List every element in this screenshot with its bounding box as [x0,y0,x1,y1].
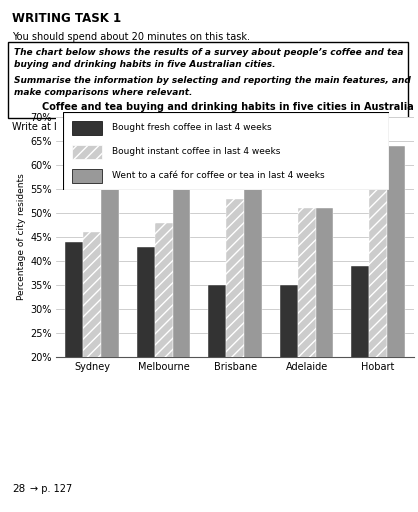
Bar [387,146,405,453]
Bar [72,145,102,159]
Text: Bought instant coffee in last 4 weeks: Bought instant coffee in last 4 weeks [112,147,280,156]
Text: Coffee and tea buying and drinking habits in five cities in Australia: Coffee and tea buying and drinking habit… [42,102,414,112]
Bar [101,156,119,453]
Bar [316,208,334,453]
Text: Went to a café for coffee or tea in last 4 weeks: Went to a café for coffee or tea in last… [112,172,324,180]
Bar [244,184,262,453]
Text: buying and drinking habits in five Australian cities.: buying and drinking habits in five Austr… [14,60,275,69]
Text: Summarise the information by selecting and reporting the main features, and: Summarise the information by selecting a… [14,76,411,85]
Bar [137,247,155,453]
Text: → p. 127: → p. 127 [30,484,72,494]
Bar [8,42,408,118]
Bar [369,189,387,453]
Text: Bought fresh coffee in last 4 weeks: Bought fresh coffee in last 4 weeks [112,123,271,132]
Bar [351,266,369,453]
Bar [83,232,101,453]
Text: Write at least 150 words.: Write at least 150 words. [12,122,135,132]
Text: 28: 28 [12,484,25,494]
Text: The chart below shows the results of a survey about people’s coffee and tea: The chart below shows the results of a s… [14,48,403,57]
Bar [298,208,316,453]
Bar [173,146,191,453]
Bar [155,223,173,453]
Text: make comparisons where relevant.: make comparisons where relevant. [14,88,192,97]
Bar [226,199,244,453]
Bar [72,121,102,135]
Y-axis label: Percentage of city residents: Percentage of city residents [17,174,26,301]
Text: WRITING TASK 1: WRITING TASK 1 [12,12,121,25]
Bar [280,285,298,453]
Bar [72,169,102,183]
Bar [65,242,83,453]
Bar [208,285,226,453]
Text: You should spend about 20 minutes on this task.: You should spend about 20 minutes on thi… [12,32,250,42]
